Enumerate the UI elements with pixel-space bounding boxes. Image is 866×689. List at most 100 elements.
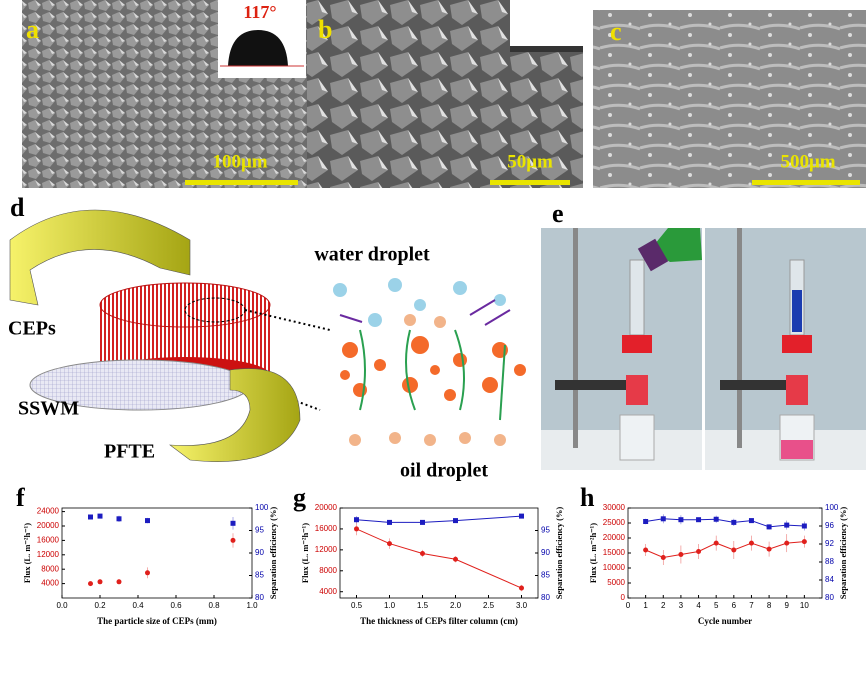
y2-tick-label: 80 (541, 593, 550, 602)
x-tick-label: 1.5 (417, 601, 429, 610)
filter (622, 335, 652, 353)
column (629, 259, 645, 336)
data-point (660, 516, 666, 522)
x-tick-label: 1 (643, 601, 648, 610)
data-point (230, 537, 236, 543)
y2-tick-label: 80 (255, 593, 264, 602)
y-tick-label: 16000 (37, 536, 60, 545)
y-tick-label: 12000 (315, 545, 338, 554)
scale-label: 500μm (780, 151, 835, 172)
x-tick-label: 0.2 (94, 601, 106, 610)
plot-frame (627, 507, 823, 599)
x-tick-label: 9 (785, 601, 790, 610)
panel-label: b (318, 15, 332, 44)
x-tick-label: 0.4 (132, 601, 144, 610)
water-collected (781, 440, 813, 459)
zoom-line (239, 379, 321, 411)
flow-arrows (359, 329, 506, 421)
y-axis-title: Flux (L. m⁻²h⁻¹) (588, 523, 598, 583)
oil-droplets (340, 336, 526, 401)
clamp (555, 380, 635, 390)
series-line (645, 518, 805, 528)
x-tick-label: 8 (767, 601, 772, 610)
diagram-label: water droplet (314, 244, 430, 266)
scale-label: 50μm (507, 151, 553, 172)
y-tick-label: 20000 (603, 533, 626, 542)
y2-tick-label: 85 (255, 571, 264, 580)
diagram-label: CEPs (8, 318, 56, 340)
y-tick-label: 20000 (37, 521, 60, 530)
y2-tick-label: 90 (541, 548, 550, 557)
diagram-label: SSWM (18, 398, 79, 420)
data-point (660, 555, 666, 560)
inset-b (510, 0, 583, 50)
panel-label: h (580, 483, 595, 512)
data-point (678, 517, 684, 523)
y-axis-title: Flux (L. m⁻²h⁻¹) (22, 523, 32, 583)
x-tick-label: 4 (696, 601, 701, 610)
oil-drops-bottom (349, 314, 506, 446)
y-tick-label: 20000 (315, 503, 338, 512)
x-tick-label: 0.6 (170, 601, 182, 610)
ceps-top (99, 282, 271, 328)
data-point (643, 519, 649, 524)
y-tick-label: 0 (621, 593, 626, 602)
droplets (333, 278, 506, 327)
diagram-label: PFTE (104, 441, 155, 463)
y-tick-label: 25000 (603, 518, 626, 527)
panel-label: a (26, 15, 39, 44)
filter-column (786, 375, 808, 405)
data-point (519, 513, 524, 519)
data-point (801, 523, 807, 529)
x-axis-title: Cycle number (698, 616, 752, 626)
y-tick-label: 15000 (603, 548, 626, 557)
data-point (88, 514, 93, 520)
data-point (387, 519, 392, 525)
data-point (766, 546, 772, 552)
y2-tick-label: 80 (825, 593, 834, 602)
y-tick-label: 10000 (603, 563, 626, 572)
y2-tick-label: 88 (825, 557, 834, 566)
data-point (678, 552, 684, 557)
x-tick-label: 0.0 (56, 601, 68, 610)
data-point (420, 519, 425, 525)
repel-arrows (339, 299, 511, 326)
data-point (696, 517, 702, 523)
stand (573, 228, 578, 448)
contact-angle: 117° (243, 2, 276, 22)
x-tick-label: 2.5 (483, 601, 495, 610)
data-point (88, 581, 93, 587)
data-point (387, 541, 392, 547)
scale-bar (185, 180, 298, 185)
panel-label: d (10, 193, 25, 222)
data-point (784, 540, 790, 546)
y-tick-label: 12000 (37, 550, 60, 559)
y2-tick-label: 96 (825, 521, 834, 530)
y-tick-label: 8000 (319, 566, 337, 575)
y-tick-label: 16000 (315, 524, 338, 533)
y2-axis-title: Separation efficiency (%) (554, 507, 564, 600)
y-tick-label: 30000 (603, 503, 626, 512)
y2-tick-label: 92 (825, 539, 834, 548)
droplet (228, 30, 288, 66)
data-point (420, 551, 425, 557)
x-tick-label: 10 (800, 601, 809, 610)
x-tick-label: 5 (714, 601, 719, 610)
y-tick-label: 4000 (319, 587, 337, 596)
data-point (748, 540, 754, 546)
sem-image-c (593, 10, 866, 188)
y2-tick-label: 84 (825, 575, 834, 584)
y-tick-label: 5000 (607, 578, 625, 587)
data-point (97, 513, 103, 519)
x-tick-label: 3.0 (516, 601, 528, 610)
y2-axis-title: Separation efficiency (%) (838, 507, 848, 600)
y-tick-label: 24000 (37, 507, 60, 516)
y2-tick-label: 90 (255, 548, 264, 557)
y2-tick-label: 100 (255, 503, 269, 512)
data-point (519, 585, 524, 591)
data-point (766, 524, 772, 530)
data-point (731, 519, 737, 525)
data-point (748, 518, 754, 524)
data-point (145, 518, 150, 524)
x-tick-label: 1.0 (384, 601, 396, 610)
